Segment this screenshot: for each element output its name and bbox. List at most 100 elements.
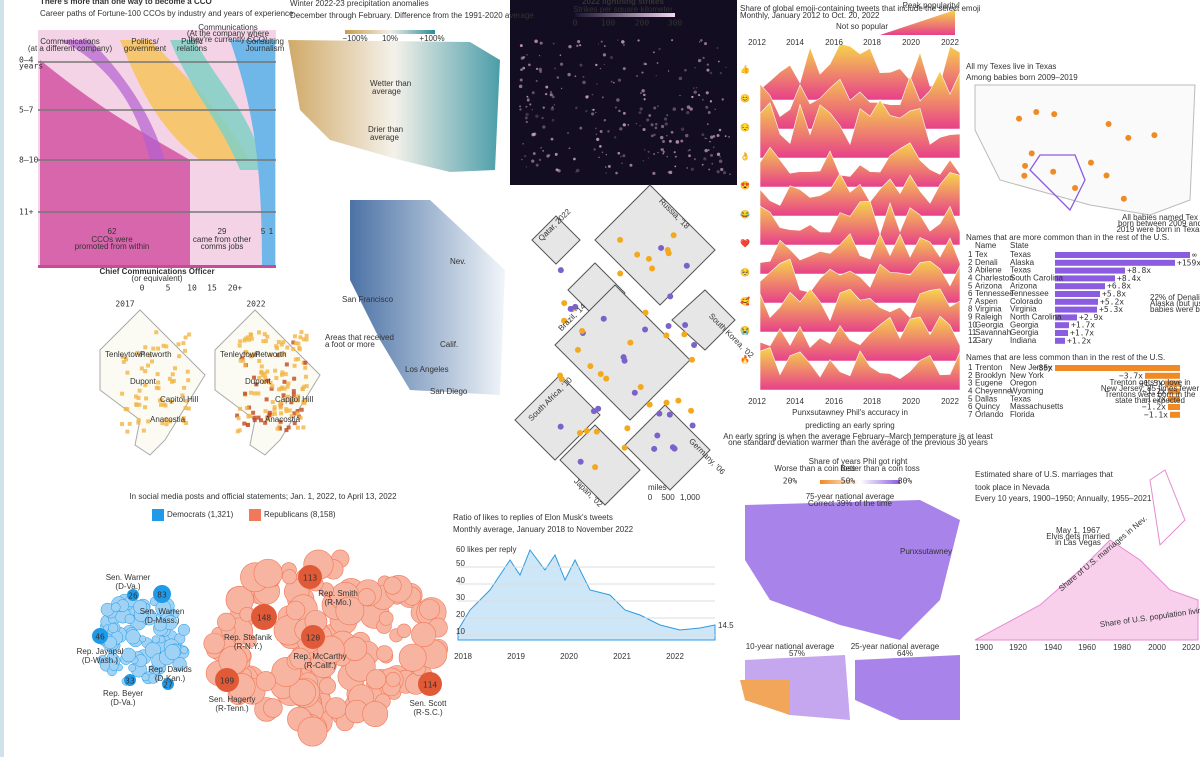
label: Massachusetts bbox=[1010, 402, 1063, 411]
density-cell bbox=[295, 425, 300, 430]
density-cell bbox=[260, 373, 265, 378]
label: Capitol Hill bbox=[275, 395, 313, 404]
density-cell bbox=[164, 422, 169, 427]
label: Texas bbox=[1010, 394, 1031, 403]
edge-stripe bbox=[0, 0, 4, 757]
label: 6 bbox=[968, 402, 973, 411]
density-cell bbox=[264, 397, 269, 402]
label: Communications bbox=[198, 23, 258, 32]
strike-dot bbox=[642, 127, 646, 132]
density-cell bbox=[248, 354, 253, 359]
density-cell bbox=[251, 410, 256, 415]
label: Savannah bbox=[975, 328, 1011, 337]
lightning-scale bbox=[575, 13, 675, 17]
strike-dot bbox=[703, 157, 707, 161]
strike-dot bbox=[519, 44, 523, 48]
strike-dot bbox=[675, 140, 680, 144]
label: Capitol Hill bbox=[160, 395, 198, 404]
label: 1,000 bbox=[680, 493, 701, 502]
label: 50 bbox=[456, 559, 465, 568]
ratio-bar bbox=[1145, 372, 1180, 379]
label: 60 likes per reply bbox=[456, 545, 516, 554]
density-cell bbox=[141, 428, 146, 433]
strike-dot bbox=[678, 76, 683, 81]
strike-dot bbox=[614, 106, 617, 109]
strike-dot bbox=[664, 122, 668, 126]
label: (D-Kan.) bbox=[155, 674, 186, 683]
strike-dot bbox=[519, 105, 521, 108]
strike-dot bbox=[663, 117, 668, 121]
tex-dot bbox=[1103, 172, 1110, 179]
density-cell bbox=[298, 335, 303, 340]
rep-bubble bbox=[383, 576, 402, 595]
label: (D-Va.) bbox=[115, 582, 141, 591]
strike-dot bbox=[698, 41, 701, 43]
strike-dot bbox=[532, 152, 536, 155]
strike-dot bbox=[566, 131, 570, 135]
label: 2019 bbox=[507, 652, 525, 661]
strike-dot bbox=[523, 154, 527, 158]
strike-dot bbox=[709, 100, 713, 103]
dem-bubble bbox=[108, 622, 119, 634]
strike-dot bbox=[657, 151, 659, 154]
label: 500 bbox=[661, 493, 675, 502]
strike-dot bbox=[608, 165, 611, 168]
ridge bbox=[759, 258, 961, 304]
strike-dot bbox=[666, 135, 668, 137]
density-cell bbox=[154, 330, 159, 335]
density-cell bbox=[298, 415, 303, 420]
label: Consulting bbox=[246, 37, 284, 46]
rep-bubble bbox=[357, 588, 376, 607]
venue-dot bbox=[574, 346, 581, 353]
ratio-bar bbox=[1055, 337, 1065, 344]
label: relations bbox=[177, 44, 207, 53]
strike-dot bbox=[554, 152, 558, 156]
strike-dot bbox=[622, 154, 626, 158]
strike-dot bbox=[707, 111, 711, 114]
density-cell bbox=[280, 370, 285, 375]
strike-dot bbox=[716, 152, 721, 156]
strike-dot bbox=[697, 58, 702, 63]
strike-dot bbox=[700, 39, 703, 42]
density-cell bbox=[258, 418, 263, 423]
label: 2 bbox=[968, 371, 973, 380]
ridge bbox=[759, 233, 961, 275]
strike-dot bbox=[704, 137, 707, 140]
strike-dot bbox=[559, 62, 564, 66]
label: 1 bbox=[269, 227, 274, 236]
label: Sen. Warner bbox=[106, 573, 151, 582]
venue-dot bbox=[592, 464, 599, 471]
label: 5 bbox=[968, 281, 973, 290]
density-cell bbox=[301, 384, 306, 389]
label: Anacostia bbox=[150, 415, 186, 424]
density-cell bbox=[276, 340, 281, 345]
strike-dot bbox=[591, 108, 594, 111]
label: Drier than bbox=[368, 125, 403, 134]
rep-bubble bbox=[253, 558, 283, 588]
density-cell bbox=[136, 395, 141, 400]
rep-bubble bbox=[318, 677, 337, 695]
venue-dot bbox=[675, 397, 682, 404]
venue-dot bbox=[558, 376, 565, 383]
density-cell bbox=[137, 402, 142, 407]
strike-dot bbox=[679, 94, 681, 97]
label: Trenton gets no love in bbox=[1109, 378, 1190, 387]
rep-bubble bbox=[297, 716, 328, 747]
density-cell bbox=[265, 334, 270, 339]
density-cell bbox=[238, 339, 243, 344]
label: Not so popular bbox=[836, 22, 888, 31]
strike-dot bbox=[617, 78, 622, 82]
host-tiles bbox=[514, 184, 736, 506]
emoji-label: 😔 bbox=[740, 123, 750, 132]
density-cell bbox=[245, 423, 250, 428]
strike-dot bbox=[695, 86, 698, 89]
label: 11 bbox=[968, 328, 977, 337]
strike-dot bbox=[546, 154, 550, 158]
density-cell bbox=[120, 391, 125, 396]
density-cell bbox=[301, 425, 306, 430]
label: 2022 bbox=[941, 397, 959, 406]
density-cell bbox=[295, 411, 300, 416]
label: −1.1x bbox=[1144, 410, 1168, 419]
strike-dot bbox=[704, 148, 708, 153]
lightning-map bbox=[510, 0, 737, 185]
